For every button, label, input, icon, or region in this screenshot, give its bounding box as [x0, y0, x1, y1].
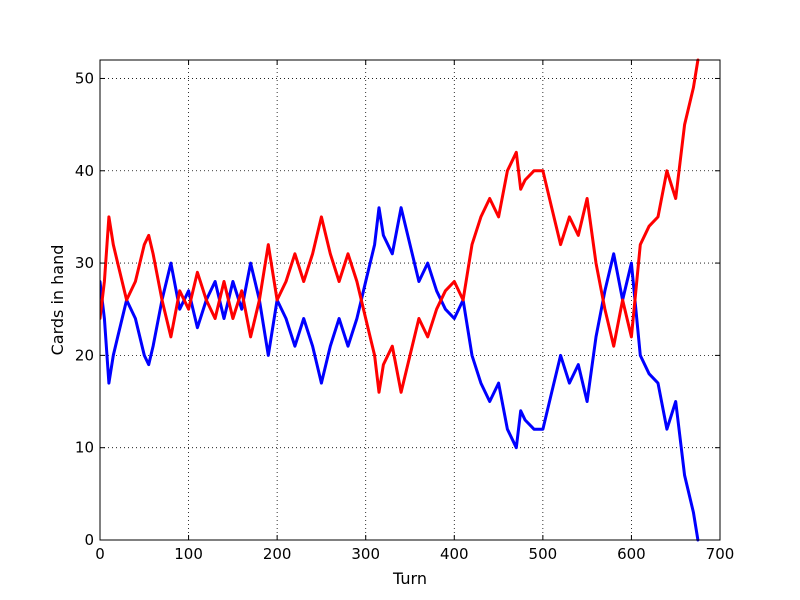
x-tick-label: 600: [617, 545, 646, 563]
x-tick-label: 700: [706, 545, 735, 563]
series-line-1: [100, 206, 700, 542]
x-tick-label: 100: [174, 545, 203, 563]
y-tick-label: 30: [75, 254, 94, 272]
y-tick-label: 40: [75, 162, 94, 180]
x-tick-label: 400: [440, 545, 469, 563]
x-axis-label: Turn: [392, 569, 427, 588]
x-tick-label: 200: [263, 545, 292, 563]
series-line-2: [100, 58, 700, 394]
ticks-group: 0 100 200 300 400 500 600 700 0 10 20 30 40 50: [75, 60, 734, 563]
series-group: [100, 58, 700, 542]
y-tick-label: 0: [84, 531, 94, 549]
y-tick-label: 10: [75, 439, 94, 457]
x-tick-label: 300: [351, 545, 380, 563]
x-tick-label: 0: [95, 545, 105, 563]
y-tick-label: 20: [75, 346, 94, 364]
y-axis-label: Cards in hand: [48, 245, 67, 356]
y-tick-label: 50: [75, 69, 94, 87]
x-tick-label: 500: [529, 545, 558, 563]
plot-frame: [99, 59, 721, 541]
